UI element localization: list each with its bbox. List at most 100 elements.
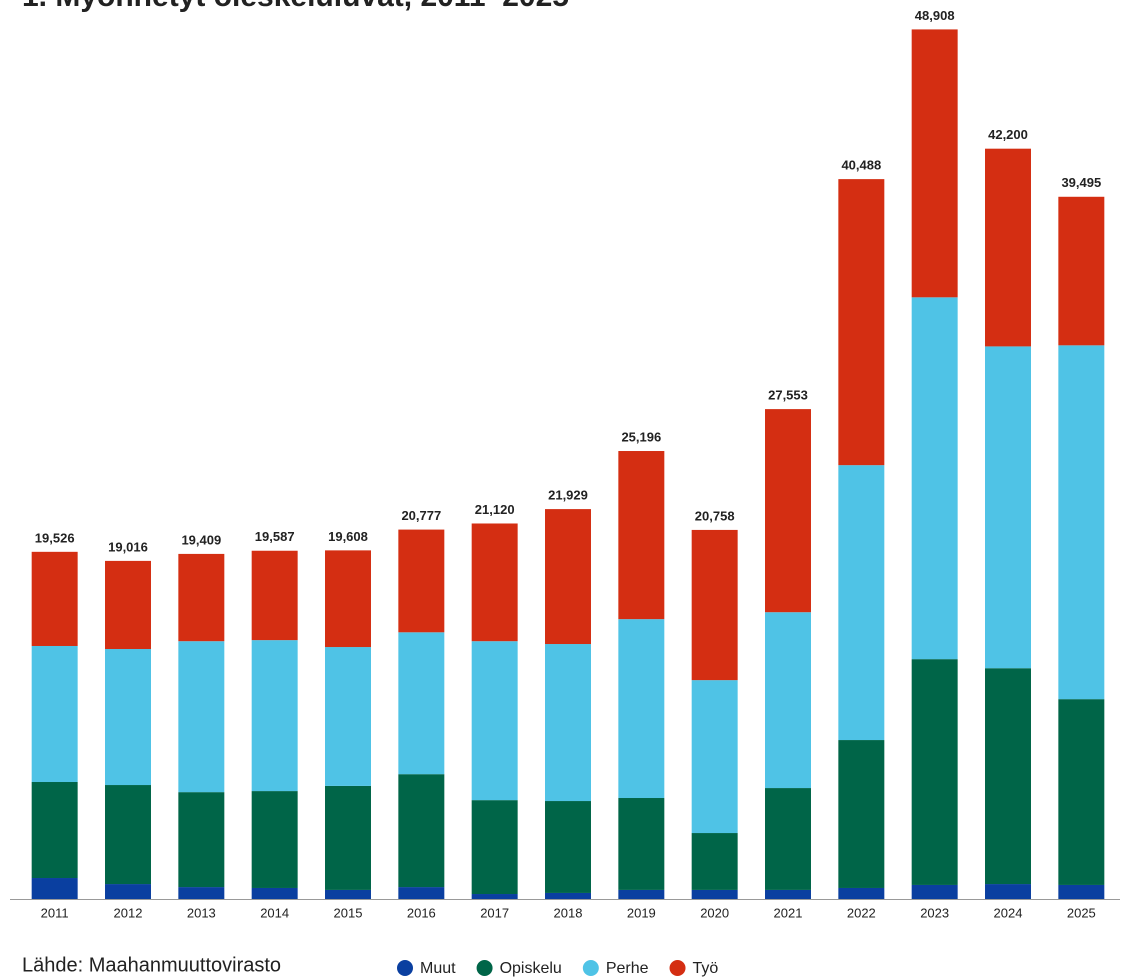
bar-segment — [545, 892, 591, 899]
bar-segment — [105, 884, 151, 899]
legend-swatch — [582, 960, 599, 976]
x-tick-label: 2018 — [554, 905, 583, 920]
bar-segment — [105, 785, 151, 885]
bar-segment — [911, 29, 958, 298]
total-label: 19,587 — [255, 529, 295, 544]
x-tick-label: 2020 — [700, 905, 729, 920]
bar-segment — [31, 645, 78, 783]
bar-segment — [545, 509, 591, 645]
bar-segment — [765, 788, 811, 890]
bar-segment — [911, 659, 958, 885]
bar-segment — [838, 887, 885, 899]
bar-segment — [471, 523, 518, 642]
bar-segment — [325, 785, 371, 890]
bar-segment — [985, 346, 1031, 669]
bar-segment — [1058, 196, 1105, 346]
x-tick-label: 2025 — [1067, 905, 1096, 920]
bar-segment — [691, 889, 738, 899]
bar-segment — [251, 887, 298, 899]
total-label: 48,908 — [915, 8, 955, 23]
total-label: 39,495 — [1061, 175, 1101, 190]
legend-swatch — [669, 960, 686, 976]
bar-segment — [325, 550, 371, 648]
bar-segment — [398, 887, 445, 899]
legend-swatch — [476, 960, 493, 976]
bar-segment — [105, 560, 151, 650]
legend-label: Työ — [693, 960, 719, 977]
bar-segment — [31, 782, 78, 879]
legend-label: Perhe — [606, 960, 649, 977]
bar-segment — [398, 632, 445, 775]
x-tick-label: 2015 — [334, 905, 363, 920]
bar-segment — [691, 529, 738, 681]
bar-segment — [985, 148, 1031, 347]
bar-segment — [911, 297, 958, 660]
legend-label: Opiskelu — [500, 960, 562, 977]
bar-segment — [31, 551, 78, 646]
bar-segment — [251, 640, 298, 792]
total-label: 21,120 — [475, 502, 515, 517]
bar-segment — [691, 833, 738, 890]
bar-segment — [985, 884, 1031, 899]
bar-segment — [618, 798, 665, 890]
chart-title: 1. Myönnetyt oleskeluluvat, 2011–2025 — [22, 0, 569, 13]
bar-segment — [471, 894, 518, 899]
total-label: 40,488 — [841, 158, 881, 173]
total-label: 27,553 — [768, 388, 808, 403]
bar-segment — [251, 550, 298, 641]
bar-segment — [178, 792, 225, 888]
x-tick-label: 2019 — [627, 905, 656, 920]
x-tick-label: 2024 — [994, 905, 1023, 920]
total-label: 19,016 — [108, 539, 148, 554]
bar-segment — [765, 612, 811, 789]
x-tick-label: 2011 — [41, 905, 69, 920]
total-label: 25,196 — [621, 429, 661, 444]
bar-segment — [618, 619, 665, 799]
legend-swatch — [397, 960, 413, 976]
bar-segment — [251, 791, 298, 888]
bar-segment — [178, 887, 225, 899]
bar-segment — [178, 641, 225, 793]
x-tick-label: 2012 — [114, 905, 143, 920]
bar-segment — [545, 644, 591, 802]
bar-segment — [618, 889, 665, 899]
x-tick-label: 2022 — [847, 905, 876, 920]
bar-segment — [838, 465, 885, 741]
total-label: 21,929 — [548, 488, 588, 503]
bar-segment — [911, 884, 958, 899]
x-tick-label: 2021 — [774, 905, 803, 920]
bar-segment — [325, 889, 371, 899]
total-label: 20,758 — [695, 508, 735, 523]
total-label: 19,409 — [181, 532, 221, 547]
bar-segment — [765, 889, 811, 899]
bar-segment — [1058, 345, 1105, 700]
bar-segment — [618, 451, 665, 620]
bar-segment — [985, 668, 1031, 885]
total-label: 20,777 — [401, 508, 441, 523]
x-tick-label: 2013 — [187, 905, 216, 920]
total-label: 19,608 — [328, 529, 368, 544]
bar-segment — [765, 409, 811, 613]
bar-segment — [471, 800, 518, 895]
bar-segment — [545, 801, 591, 893]
bar-segment — [398, 529, 445, 633]
bar-segment — [398, 774, 445, 888]
x-tick-label: 2023 — [920, 905, 949, 920]
source: Lähde: Maahanmuuttovirasto — [22, 954, 281, 976]
x-tick-label: 2017 — [480, 905, 509, 920]
legend-label: Muut — [420, 960, 456, 977]
x-tick-label: 2014 — [260, 905, 289, 920]
bar-segment — [105, 649, 151, 786]
bar-segment — [1058, 884, 1105, 899]
bar-segment — [1058, 699, 1105, 885]
bar-segment — [838, 179, 885, 466]
bar-segment — [471, 641, 518, 801]
total-label: 19,526 — [35, 530, 75, 545]
total-label: 42,200 — [988, 127, 1028, 142]
bar-segment — [838, 740, 885, 888]
bar-segment — [31, 878, 78, 899]
bar-segment — [325, 647, 371, 786]
bar-segment — [691, 680, 738, 834]
